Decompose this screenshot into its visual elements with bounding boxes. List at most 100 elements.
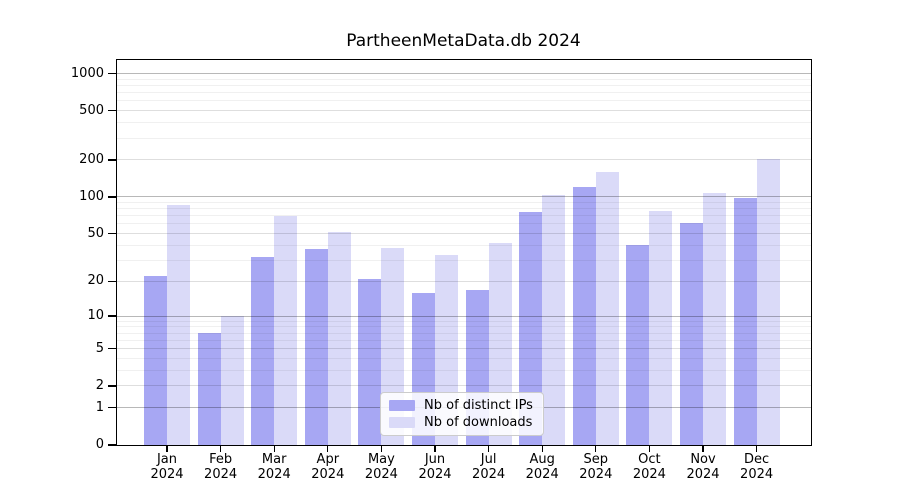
bar-downloads-feb	[220, 316, 244, 445]
gridline-y-400	[117, 122, 811, 124]
x-tick-label-year: 2024	[364, 467, 398, 482]
x-tick-label-month: Jul	[480, 452, 497, 467]
gridline-y-800	[117, 85, 811, 87]
gridline-y-4	[117, 357, 811, 359]
legend: Nb of distinct IPs Nb of downloads	[380, 392, 544, 436]
gridline-y-6	[117, 339, 811, 341]
x-tick-mark-apr	[327, 446, 329, 452]
y-tick-label-5: 5	[95, 340, 104, 356]
x-tick-label-year: 2024	[418, 467, 452, 482]
x-tick-label-month: Jan	[156, 452, 178, 467]
gridline-y-80	[117, 208, 811, 210]
x-tick-label-month: Apr	[316, 452, 340, 467]
x-tick-label-year: 2024	[257, 467, 291, 482]
x-tick-label-dec: Dec 2024	[717, 452, 797, 482]
x-tick-label-jul: Jul 2024	[449, 452, 529, 482]
y-tick-label-50: 50	[87, 225, 104, 241]
y-tick-label-2: 2	[95, 377, 104, 393]
gridline-y-900	[117, 78, 811, 80]
bar-downloads-sep	[595, 172, 619, 445]
x-tick-label-year: 2024	[204, 467, 238, 482]
bar-downloads-jan	[167, 204, 190, 445]
x-tick-label-year: 2024	[311, 467, 345, 482]
x-tick-label-month: Dec	[744, 452, 770, 467]
y-tick-label-20: 20	[87, 273, 104, 289]
bar-distinct-ips-jan	[144, 276, 167, 445]
y-tick-label-0: 0	[95, 437, 104, 452]
x-tick-mark-may	[380, 446, 383, 452]
y-tick-mark-20	[108, 280, 116, 282]
x-tick-mark-aug	[541, 446, 543, 452]
gridline-y-3	[117, 369, 811, 371]
x-tick-label-mar: Mar 2024	[234, 452, 314, 482]
gridline-y-1000	[117, 73, 811, 75]
y-tick-mark-50	[108, 233, 116, 235]
gridline-y-30	[117, 259, 811, 261]
y-tick-mark-1000	[108, 72, 116, 75]
legend-swatch-distinct-ips	[389, 400, 415, 411]
y-tick-label-1: 1	[95, 399, 104, 415]
x-tick-label-month: Sep	[583, 452, 609, 467]
bar-distinct-ips-aug	[519, 212, 543, 445]
bar-downloads-dec	[756, 159, 780, 445]
x-tick-mark-mar	[273, 446, 275, 452]
gridline-y-200	[117, 159, 811, 161]
y-tick-mark-1	[108, 407, 116, 409]
x-tick-label-aug: Aug 2024	[502, 452, 582, 482]
axis-spine-bottom	[116, 445, 812, 447]
gridline-y-2	[117, 385, 811, 387]
bar-downloads-aug	[542, 195, 566, 445]
gridline-y-600	[117, 100, 811, 102]
x-tick-label-month: Feb	[209, 452, 233, 467]
bar-downloads-nov	[703, 192, 726, 445]
x-tick-label-month: Oct	[638, 452, 661, 467]
gridline-y-100	[117, 196, 811, 198]
gridline-y-9	[117, 320, 811, 322]
x-tick-label-month: Aug	[529, 452, 555, 467]
gridline-y-40	[117, 244, 811, 246]
y-tick-mark-0	[108, 444, 116, 446]
y-tick-mark-200	[108, 159, 116, 161]
x-tick-label-year: 2024	[740, 467, 774, 482]
x-tick-mark-oct	[648, 446, 651, 452]
x-tick-label-sep: Sep 2024	[556, 452, 636, 482]
x-tick-label-oct: Oct 2024	[609, 452, 689, 482]
axis-spine-left	[116, 59, 118, 446]
x-tick-label-year: 2024	[579, 467, 613, 482]
y-tick-label-10: 10	[87, 308, 104, 324]
y-tick-mark-5	[108, 348, 116, 350]
gridline-y-5	[117, 348, 811, 350]
y-tick-mark-100	[108, 196, 116, 198]
chart-title: PartheenMetaData.db 2024	[346, 31, 581, 51]
x-tick-mark-jul	[488, 446, 490, 452]
bar-distinct-ips-feb	[197, 333, 221, 445]
x-tick-label-jan: Jan 2024	[127, 452, 207, 482]
legend-swatch-downloads	[389, 417, 415, 428]
bar-downloads-oct	[649, 211, 673, 445]
x-tick-label-jun: Jun 2024	[395, 452, 475, 482]
x-tick-label-year: 2024	[525, 467, 559, 482]
legend-item-downloads: Nb of downloads	[389, 415, 535, 430]
bar-distinct-ips-apr	[304, 249, 328, 445]
gridline-y-90	[117, 201, 811, 203]
y-tick-label-500: 500	[79, 102, 104, 118]
x-tick-label-year: 2024	[472, 467, 506, 482]
y-tick-mark-2	[108, 385, 116, 387]
gridline-y-60	[117, 223, 811, 225]
y-tick-mark-10	[108, 315, 116, 317]
bar-downloads-mar	[274, 215, 298, 445]
bar-distinct-ips-nov	[680, 223, 703, 445]
bar-distinct-ips-dec	[733, 198, 757, 445]
axis-spine-right	[810, 59, 812, 446]
gridline-y-50	[117, 233, 811, 235]
y-tick-mark-500	[108, 110, 116, 112]
gridline-y-20	[117, 280, 811, 282]
x-tick-mark-jan	[166, 446, 168, 452]
gridline-y-7	[117, 332, 811, 334]
bar-distinct-ips-oct	[626, 245, 650, 445]
x-tick-label-month: Mar	[261, 452, 287, 467]
bar-distinct-ips-mar	[251, 257, 275, 445]
axis-spine-top	[116, 59, 812, 61]
x-tick-mark-nov	[702, 446, 704, 452]
